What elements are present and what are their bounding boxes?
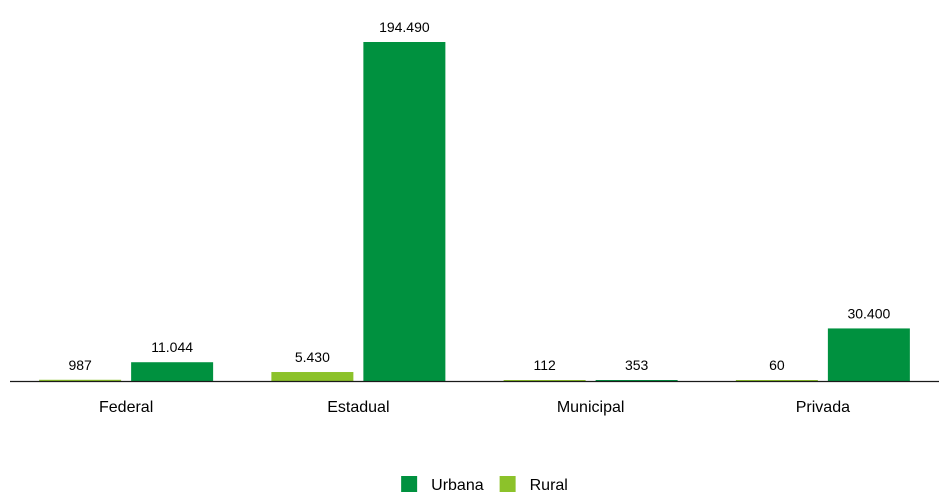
value-label-rural-estadual: 5.430 <box>295 349 330 365</box>
bar-rural-privada <box>735 380 818 382</box>
legend-label-urbana: Urbana <box>431 477 484 494</box>
bar-rural-estadual <box>271 372 354 382</box>
bar-urbana-estadual <box>363 42 446 382</box>
bar-urbana-municipal <box>595 380 678 382</box>
bar-urbana-federal <box>131 362 214 382</box>
value-label-urbana-privada: 30.400 <box>847 305 890 321</box>
legend-swatch-rural <box>499 476 516 492</box>
value-label-rural-federal: 987 <box>68 357 92 373</box>
category-label-estadual: Estadual <box>327 399 389 416</box>
value-label-urbana-estadual: 194.490 <box>379 19 430 35</box>
value-labels-layer: 987 11.044 5.430 194.490 112 353 60 30.400 <box>68 19 890 373</box>
value-label-rural-privada: 60 <box>769 357 785 373</box>
bars-layer <box>39 42 910 382</box>
category-label-federal: Federal <box>99 399 153 416</box>
category-labels-layer: Federal Estadual Municipal Privada <box>99 399 850 416</box>
value-label-urbana-municipal: 353 <box>625 357 649 373</box>
bar-urbana-privada <box>827 328 910 382</box>
value-label-rural-municipal: 112 <box>533 357 556 373</box>
legend-swatch-urbana <box>401 476 418 492</box>
bar-rural-municipal <box>503 380 586 382</box>
category-label-privada: Privada <box>796 399 850 416</box>
legend-label-rural: Rural <box>530 477 568 494</box>
bar-rural-federal <box>39 379 122 382</box>
legend: Urbana Rural <box>401 476 568 494</box>
value-label-urbana-federal: 11.044 <box>151 339 193 355</box>
category-label-municipal: Municipal <box>557 399 625 416</box>
